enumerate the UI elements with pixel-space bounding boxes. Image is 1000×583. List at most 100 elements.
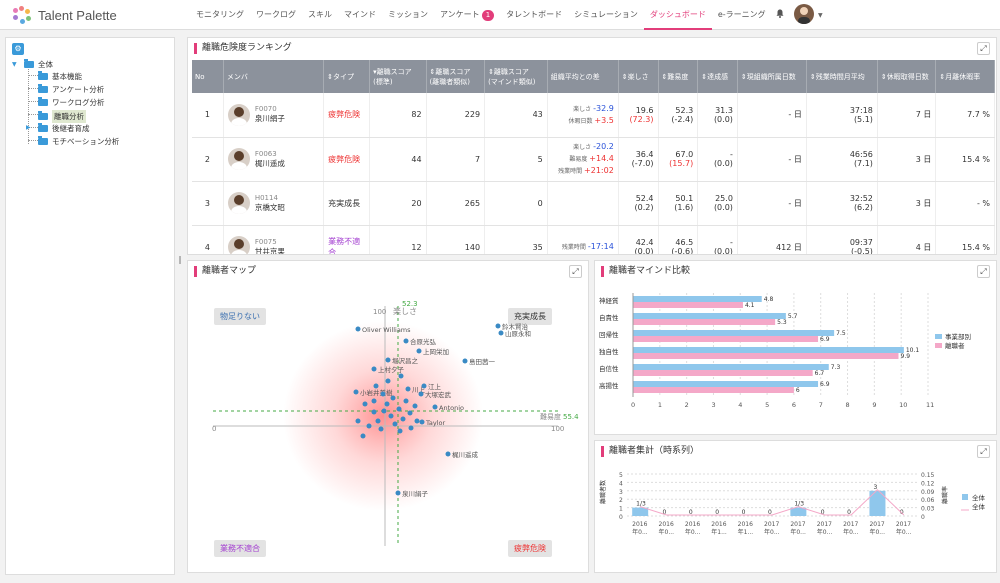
tick-label: 5 xyxy=(619,472,623,479)
data-label: 0 xyxy=(715,509,719,516)
nav-label: e-ラーニング xyxy=(717,10,766,19)
tree-item[interactable]: 離職分析 xyxy=(38,110,86,123)
tree-item[interactable]: ワークログ分析 xyxy=(38,97,105,108)
nav-item[interactable]: ダッシュボード xyxy=(643,0,712,30)
data-point xyxy=(398,373,404,379)
bell-icon[interactable] xyxy=(776,9,784,18)
score-mind: 0 xyxy=(484,181,548,226)
nav-label: タレントボード xyxy=(506,10,563,19)
column-header[interactable]: ⇕離職スコア (マインド類似) xyxy=(484,60,548,93)
tick-label: 年0... xyxy=(659,528,675,536)
tree-item[interactable]: モチベーション分析 xyxy=(38,136,119,147)
gear-icon[interactable]: ⚙ xyxy=(12,43,24,55)
data-point xyxy=(375,418,381,424)
column-header[interactable]: ⇕難易度 xyxy=(658,60,699,93)
data-label: 7.5 xyxy=(836,330,846,337)
chevron-down-icon[interactable]: ▼ xyxy=(12,61,17,68)
mind-bar-chart[interactable]: 0 1 2 3 4 5 6 7 8 9 10 11 神経質 4.8 4.1 自責性 5.75.3 回帰性 7.5 6.… xyxy=(595,261,996,434)
tree-item[interactable]: 基本機能 xyxy=(38,71,82,82)
column-header[interactable]: ⇕休暇取得日数 xyxy=(877,60,937,93)
tick-label: 2 xyxy=(619,497,623,504)
column-header[interactable]: ⇕タイプ xyxy=(323,60,371,93)
data-label: 0 xyxy=(847,509,851,516)
bar xyxy=(633,330,835,336)
table-row[interactable]: 2 F0063 梶川遥成 疲弊危険 44 7 5 楽しさ -20.2 難易度 +14.4 残業時間… xyxy=(192,137,995,182)
nav-item[interactable]: タレントボード xyxy=(500,0,568,30)
data-point xyxy=(407,410,413,416)
chevron-down-icon[interactable]: ▼ xyxy=(818,12,823,19)
table-row[interactable]: 1 F0070 泉川絹子 疲弊危険 82 229 43 楽しさ -32.9 休暇日数 +3.5 1… xyxy=(192,93,995,138)
folder-icon xyxy=(38,123,48,132)
legend-label: 事業部別 xyxy=(945,332,971,341)
column-header[interactable]: ▾離職スコア (標準) xyxy=(369,60,427,93)
tick-label: 年0... xyxy=(632,528,648,536)
logo[interactable]: Talent Palette xyxy=(12,6,117,24)
score-mind: 5 xyxy=(484,137,548,182)
bar xyxy=(633,302,743,308)
data-label: 4.8 xyxy=(764,296,774,303)
expand-icon[interactable]: ⤢ xyxy=(977,42,990,55)
chevron-right-icon[interactable]: ▶ xyxy=(26,124,31,131)
x-avg-value: 55.4 xyxy=(563,413,579,421)
point-label: 江上 xyxy=(428,382,442,391)
table-row[interactable]: 4 F0075 甘井京果 業務不適合 12 140 35 残業時間 -17:14 42.4 (0.… xyxy=(192,225,995,254)
tick-label: 2017 xyxy=(817,521,832,528)
tree-root[interactable]: 全体 xyxy=(24,59,53,70)
column-header[interactable]: 組織平均との差 xyxy=(547,60,619,93)
avatar[interactable] xyxy=(227,148,250,170)
tenure-cell: - 日 xyxy=(737,93,807,138)
data-label: 0 xyxy=(663,509,667,516)
nav-item[interactable]: ワークログ xyxy=(250,0,302,30)
nav-item[interactable]: マインド xyxy=(338,0,382,30)
avatar[interactable] xyxy=(227,192,250,214)
avatar[interactable] xyxy=(227,236,250,254)
nav-label: アンケート xyxy=(440,10,480,19)
data-point xyxy=(498,330,504,336)
bar xyxy=(633,370,813,376)
column-header[interactable]: ⇕残業時間月平均 xyxy=(806,60,878,93)
data-label: 7.3 xyxy=(831,364,841,371)
nav-item[interactable]: アンケート 1 xyxy=(434,0,500,30)
score-similar: 7 xyxy=(426,137,486,182)
bar xyxy=(790,507,807,516)
point-label: 小岩井美樹 xyxy=(360,388,393,397)
data-point xyxy=(381,408,387,414)
tick-label: 2016 xyxy=(738,521,753,528)
quadrant-label: 充実成長 xyxy=(508,308,552,325)
expand-icon[interactable]: ⤢ xyxy=(977,265,990,278)
main-nav: モニタリング ワークログ スキル マインド ミッション アンケート 1 タレントボード シミュレ… xyxy=(190,0,772,30)
column-header[interactable]: ⇕達成感 xyxy=(697,60,738,93)
avatar[interactable] xyxy=(227,103,250,126)
tick-label-right: 0.06 xyxy=(921,497,935,504)
column-header[interactable]: メンバ xyxy=(223,60,325,93)
expand-icon[interactable]: ⤢ xyxy=(569,265,582,278)
overtime-cell: 37:18 (5.1) xyxy=(806,93,878,138)
expand-icon[interactable]: ⤢ xyxy=(977,445,990,458)
column-header[interactable]: ⇕離職スコア (離職者類似) xyxy=(426,60,486,93)
table-row[interactable]: 3 H0114 京橋文昭 充実成長 20 265 0 52.4 (0.2) 50.1 (1.6) 25… xyxy=(192,181,995,226)
tree-item-label: アンケート分析 xyxy=(52,85,105,94)
tree-item[interactable]: アンケート分析 xyxy=(38,84,104,95)
bar xyxy=(869,490,886,516)
data-point xyxy=(419,419,425,425)
tick-label: 年0... xyxy=(843,528,859,536)
user-avatar[interactable] xyxy=(794,4,814,24)
column-header[interactable]: ⇕月離休暇率 xyxy=(935,60,995,93)
nav-item[interactable]: ミッション xyxy=(382,0,434,30)
splitter-handle[interactable]: ‖ xyxy=(178,255,182,264)
point-label: 上岡栄加 xyxy=(423,347,449,356)
rate-cell: 7.7 % xyxy=(935,93,995,138)
y-axis-100: 100 xyxy=(373,308,386,316)
nav-item[interactable]: モニタリング xyxy=(190,0,250,30)
tree-item[interactable]: 後継者育成 xyxy=(38,123,90,134)
tick-label: 年0... xyxy=(817,528,833,536)
score-mind: 43 xyxy=(484,93,548,138)
column-header[interactable]: ⇕楽しさ xyxy=(618,60,659,93)
nav-item[interactable]: シミュレーション xyxy=(568,0,644,30)
nav-item[interactable]: e-ラーニング xyxy=(712,0,772,30)
column-header[interactable]: ⇕現組織所属日数 xyxy=(737,60,807,93)
nav-item[interactable]: スキル xyxy=(302,0,338,30)
column-header[interactable]: No xyxy=(192,60,224,93)
